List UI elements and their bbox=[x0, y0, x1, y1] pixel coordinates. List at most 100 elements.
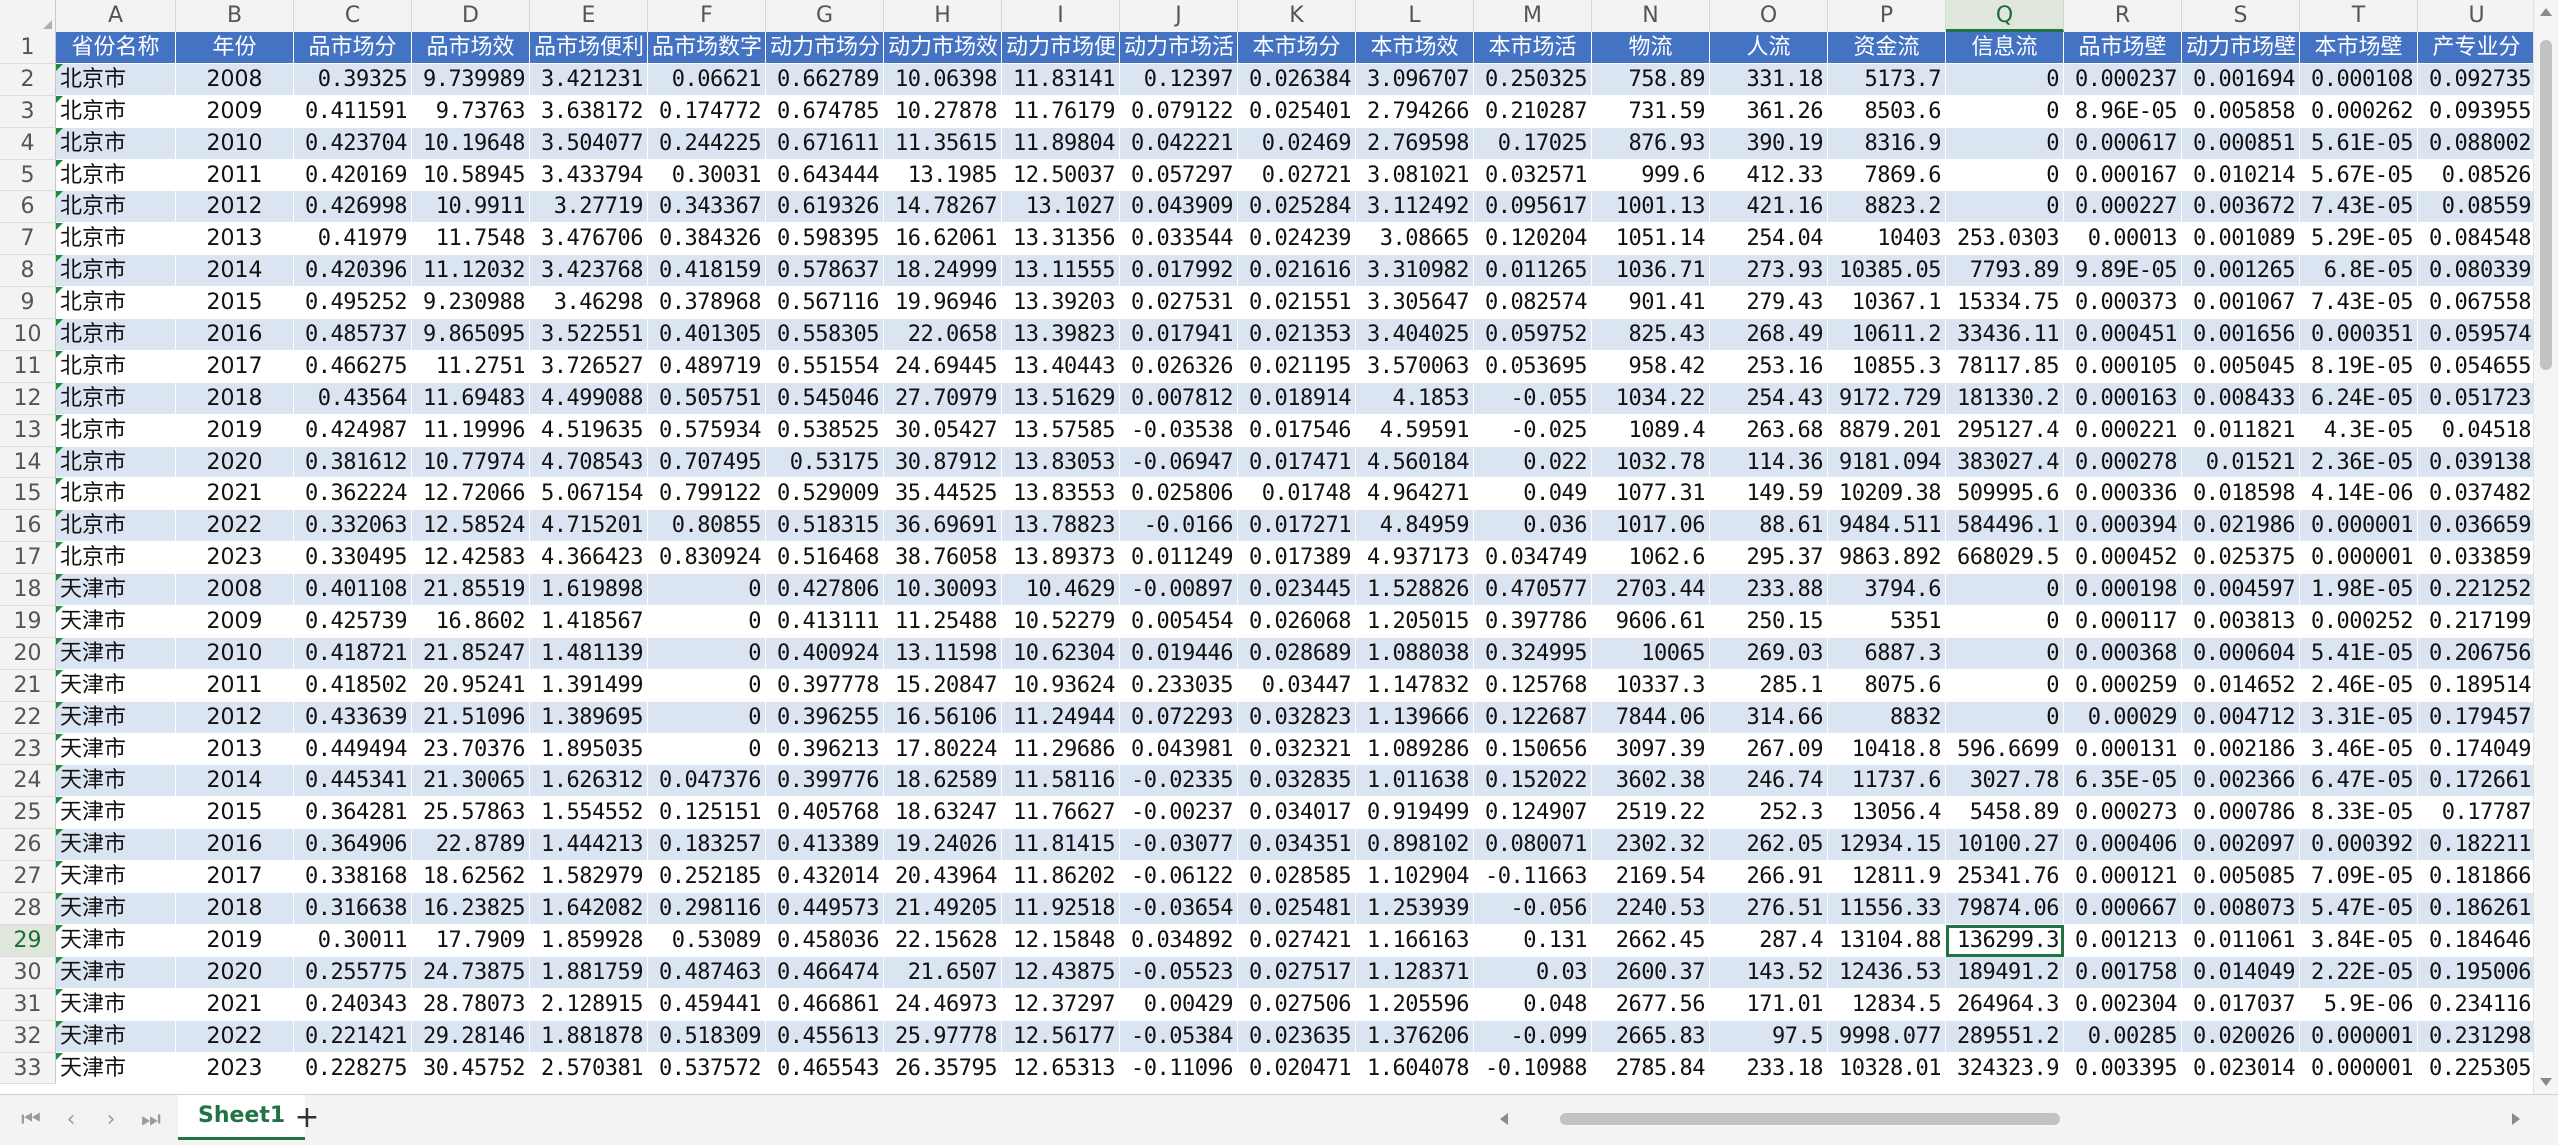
data-cell[interactable]: 4.59591 bbox=[1356, 414, 1474, 447]
row-number[interactable]: 30 bbox=[0, 956, 56, 989]
data-cell[interactable]: 0.799122 bbox=[648, 478, 766, 511]
data-cell[interactable]: 0.02721 bbox=[1238, 159, 1356, 192]
data-cell[interactable]: 1.089286 bbox=[1356, 733, 1474, 766]
data-cell[interactable]: 0.433639 bbox=[294, 701, 412, 734]
data-cell[interactable]: 0.39325 bbox=[294, 63, 412, 96]
column-title-cell[interactable]: 动力市场效 bbox=[884, 32, 1002, 64]
data-cell[interactable]: 0.30011 bbox=[294, 924, 412, 957]
data-cell[interactable]: 13.40443 bbox=[1002, 350, 1120, 383]
data-cell[interactable]: 0.025375 bbox=[2182, 542, 2300, 575]
data-cell[interactable]: 0.002366 bbox=[2182, 765, 2300, 798]
data-cell[interactable]: 0.330495 bbox=[294, 542, 412, 575]
data-cell[interactable]: 0.362224 bbox=[294, 478, 412, 511]
data-cell[interactable]: 0 bbox=[1946, 669, 2064, 702]
data-cell[interactable]: 181330.2 bbox=[1946, 382, 2064, 415]
data-cell[interactable]: 0.255775 bbox=[294, 956, 412, 989]
data-cell[interactable]: 2021 bbox=[176, 478, 294, 511]
data-cell[interactable]: 9484.511 bbox=[1828, 510, 1946, 543]
data-cell[interactable]: 3.096707 bbox=[1356, 63, 1474, 96]
prev-sheet-icon[interactable]: ‹ bbox=[66, 1107, 76, 1132]
data-cell[interactable]: 0.011265 bbox=[1474, 255, 1592, 288]
data-cell[interactable]: 0.575934 bbox=[648, 414, 766, 447]
data-cell[interactable]: 11.86202 bbox=[1002, 861, 1120, 894]
data-cell[interactable]: 0 bbox=[1946, 191, 2064, 224]
data-cell[interactable]: 0.487463 bbox=[648, 956, 766, 989]
data-cell[interactable]: 383027.4 bbox=[1946, 446, 2064, 479]
data-cell[interactable]: -0.03654 bbox=[1120, 893, 1238, 925]
data-cell[interactable]: 2.36E-05 bbox=[2300, 446, 2418, 479]
data-cell[interactable]: 0.181866 bbox=[2418, 861, 2536, 894]
data-cell[interactable]: 13.57585 bbox=[1002, 414, 1120, 447]
data-cell[interactable]: 3.305647 bbox=[1356, 287, 1474, 320]
data-cell[interactable]: 0.01521 bbox=[2182, 446, 2300, 479]
data-cell[interactable]: 20.95241 bbox=[412, 669, 530, 702]
data-cell[interactable]: 0.001213 bbox=[2064, 924, 2182, 957]
data-cell[interactable]: 0.324995 bbox=[1474, 637, 1592, 670]
data-cell[interactable]: 0.182211 bbox=[2418, 829, 2536, 862]
data-cell[interactable]: 143.52 bbox=[1710, 956, 1828, 989]
data-cell[interactable]: 0.298116 bbox=[648, 893, 766, 925]
data-cell[interactable]: 2022 bbox=[176, 510, 294, 543]
data-cell[interactable]: 16.56106 bbox=[884, 701, 1002, 734]
data-cell[interactable]: 13.31356 bbox=[1002, 223, 1120, 256]
data-cell[interactable]: 9.230988 bbox=[412, 287, 530, 320]
data-cell[interactable]: 361.26 bbox=[1710, 95, 1828, 128]
data-cell[interactable]: 0.150656 bbox=[1474, 733, 1592, 766]
data-cell[interactable]: 2014 bbox=[176, 255, 294, 288]
data-cell[interactable]: 0 bbox=[1946, 95, 2064, 128]
data-cell[interactable]: 0.000001 bbox=[2300, 1020, 2418, 1053]
data-cell[interactable]: 0.021195 bbox=[1238, 350, 1356, 383]
data-cell[interactable]: 0.458036 bbox=[766, 924, 884, 957]
data-cell[interactable]: 0.001656 bbox=[2182, 319, 2300, 351]
data-cell[interactable]: 3.081021 bbox=[1356, 159, 1474, 192]
data-cell[interactable]: 10.27878 bbox=[884, 95, 1002, 128]
data-cell[interactable]: 26.35795 bbox=[884, 1052, 1002, 1085]
data-cell[interactable]: 79874.06 bbox=[1946, 893, 2064, 925]
data-cell[interactable]: 254.04 bbox=[1710, 223, 1828, 256]
data-cell[interactable]: 0.017037 bbox=[2182, 988, 2300, 1021]
data-cell[interactable]: 246.74 bbox=[1710, 765, 1828, 798]
data-cell[interactable]: 4.499088 bbox=[530, 382, 648, 415]
data-cell[interactable]: 0.004712 bbox=[2182, 701, 2300, 734]
data-cell[interactable]: 250.15 bbox=[1710, 606, 1828, 638]
data-cell[interactable]: 0.449494 bbox=[294, 733, 412, 766]
data-cell[interactable]: 2.769598 bbox=[1356, 127, 1474, 160]
data-cell[interactable]: -0.055 bbox=[1474, 382, 1592, 415]
data-cell[interactable]: 901.41 bbox=[1592, 287, 1710, 320]
data-cell[interactable]: 0.025806 bbox=[1120, 478, 1238, 511]
data-cell[interactable]: 0.538525 bbox=[766, 414, 884, 447]
data-cell[interactable]: 0.032321 bbox=[1238, 733, 1356, 766]
data-cell[interactable]: -0.05523 bbox=[1120, 956, 1238, 989]
data-cell[interactable]: 289551.2 bbox=[1946, 1020, 2064, 1053]
data-cell[interactable]: 天津市 bbox=[56, 893, 176, 925]
data-cell[interactable]: -0.11096 bbox=[1120, 1052, 1238, 1085]
row-number[interactable]: 16 bbox=[0, 510, 56, 543]
data-cell[interactable]: 136299.3 bbox=[1946, 924, 2064, 957]
data-cell[interactable]: 252.3 bbox=[1710, 797, 1828, 830]
first-sheet-icon[interactable]: ⏮ bbox=[21, 1107, 41, 1132]
data-cell[interactable]: 11.81415 bbox=[1002, 829, 1120, 862]
data-cell[interactable]: 2.46E-05 bbox=[2300, 669, 2418, 702]
data-cell[interactable]: 0.014652 bbox=[2182, 669, 2300, 702]
data-cell[interactable]: 0.018598 bbox=[2182, 478, 2300, 511]
data-cell[interactable]: 0.032571 bbox=[1474, 159, 1592, 192]
data-cell[interactable]: 10.62304 bbox=[1002, 637, 1120, 670]
data-cell[interactable]: 2019 bbox=[176, 924, 294, 957]
data-cell[interactable]: 958.42 bbox=[1592, 350, 1710, 383]
data-cell[interactable]: 6.35E-05 bbox=[2064, 765, 2182, 798]
data-cell[interactable]: 0.131 bbox=[1474, 924, 1592, 957]
data-cell[interactable]: 0.455613 bbox=[766, 1020, 884, 1053]
data-cell[interactable]: 3602.38 bbox=[1592, 765, 1710, 798]
data-cell[interactable]: 2020 bbox=[176, 956, 294, 989]
scroll-right-icon[interactable] bbox=[2512, 1113, 2520, 1125]
data-cell[interactable]: 11.89804 bbox=[1002, 127, 1120, 160]
data-cell[interactable]: 0.026068 bbox=[1238, 606, 1356, 638]
data-cell[interactable]: -0.056 bbox=[1474, 893, 1592, 925]
data-cell[interactable]: 0 bbox=[1946, 637, 2064, 670]
data-cell[interactable]: 0.001089 bbox=[2182, 223, 2300, 256]
data-cell[interactable]: 1.626312 bbox=[530, 765, 648, 798]
row-number[interactable]: 33 bbox=[0, 1052, 56, 1085]
row-number[interactable]: 6 bbox=[0, 191, 56, 224]
column-title-cell[interactable]: 年份 bbox=[176, 32, 294, 64]
horizontal-scroll-thumb[interactable] bbox=[1560, 1113, 2060, 1125]
